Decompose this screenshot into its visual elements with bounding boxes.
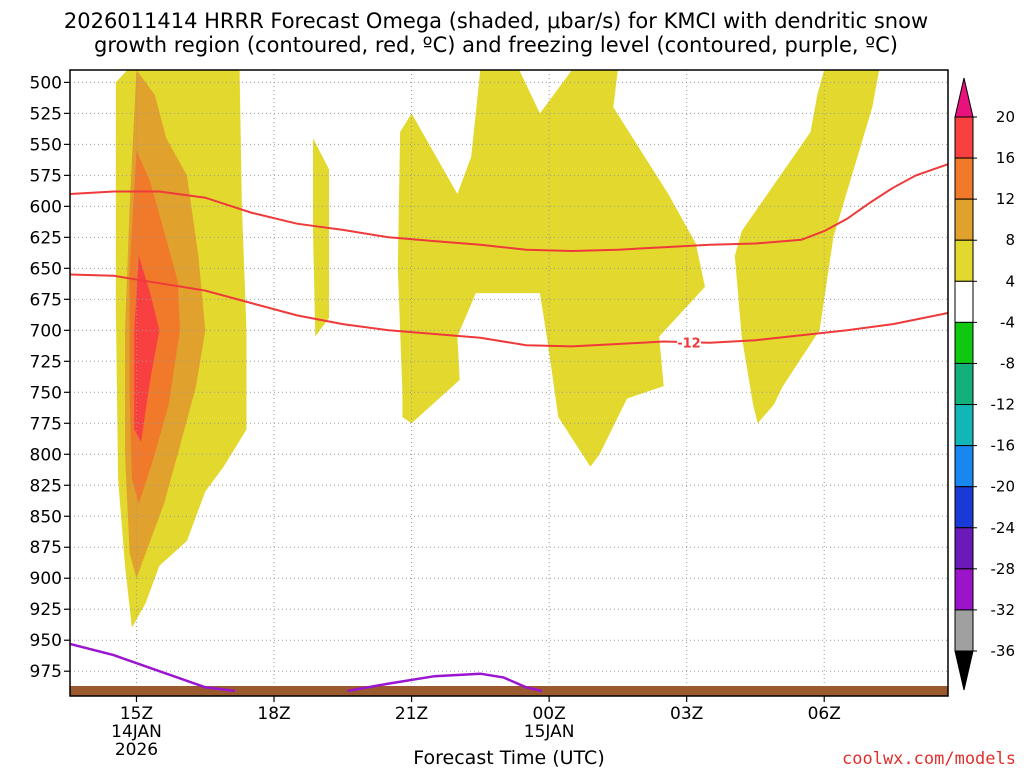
colorbar-swatch [954, 486, 974, 529]
credit-text: coolwx.com/models [842, 749, 1016, 768]
y-axis-pressure: 500 525 550 575 600 625 650 675 700 725 750 775 800 8… [30, 73, 70, 682]
y-tick-label: 850 [30, 507, 62, 527]
colorbar-label: -32 [991, 601, 1016, 619]
colorbar-swatch [954, 116, 974, 159]
plot-frame [69, 69, 949, 697]
colorbar-label: 16 [996, 149, 1015, 167]
contour-label: -12 [677, 337, 701, 352]
y-tick-label: 525 [30, 104, 62, 124]
colorbar-label: -20 [991, 478, 1016, 496]
colorbar-label: -12 [991, 396, 1016, 414]
x-tick-label: 21Z [395, 704, 428, 724]
dgz-contour-1 [69, 273, 949, 348]
colorbar-swatch [954, 239, 974, 282]
dgz-contour-0 [69, 163, 949, 253]
chart-title-line2: growth region (contoured, red, ºC) and f… [94, 33, 898, 57]
x-tick-label: 00Z [532, 704, 565, 724]
x-tick-label: 03Z [670, 704, 703, 724]
plot-area: -12 [69, 69, 949, 697]
x-tick-label: 06Z [808, 704, 841, 724]
colorbar-swatch [954, 280, 974, 323]
colorbar-bottom-arrow [954, 650, 974, 691]
colorbar-swatch [954, 568, 974, 611]
colorbar-swatch [954, 609, 974, 652]
colorbar: 20 16 12 8 4 -4 -8 -12 -16 -20 -24 -28 -32 -36 [954, 77, 1016, 691]
y-tick-label: 500 [30, 73, 62, 93]
colorbar-top-arrow [954, 77, 974, 118]
y-tick-label: 975 [30, 662, 62, 682]
y-tick-label: 700 [30, 321, 62, 341]
x-tick-date: 15JAN [524, 722, 575, 742]
y-tick-label: 575 [30, 166, 62, 186]
y-tick-label: 650 [30, 259, 62, 279]
y-tick-label: 925 [30, 600, 62, 620]
omega-region-16-6 [134, 255, 160, 442]
contours: -12 [69, 163, 949, 693]
colorbar-label: 8 [1005, 231, 1015, 249]
colorbar-label: 12 [996, 190, 1015, 208]
chart-title-line1: 2026011414 HRRR Forecast Omega (shaded, … [64, 9, 928, 33]
omega-region-4-1 [313, 138, 329, 337]
colorbar-label: 20 [996, 108, 1015, 126]
colorbar-label: -36 [991, 642, 1016, 660]
omega-shading [115, 70, 880, 628]
colorbar-swatch [954, 445, 974, 488]
colorbar-label: -4 [1000, 313, 1015, 331]
x-tick-date: 14JAN [111, 722, 162, 742]
y-tick-label: 600 [30, 197, 62, 217]
contour-label-bg [676, 334, 701, 351]
colorbar-label: -16 [991, 437, 1016, 455]
y-tick-label: 750 [30, 383, 62, 403]
y-tick-label: 825 [30, 476, 62, 496]
omega-region-4-2 [397, 70, 705, 467]
colorbar-label: -24 [991, 519, 1016, 537]
x-tick-label: 15Z [120, 704, 153, 724]
y-tick-label: 675 [30, 290, 62, 310]
colorbar-label: -28 [991, 560, 1016, 578]
terrain-fill [70, 686, 948, 696]
colorbar-swatch [954, 157, 974, 200]
y-tick-label: 800 [30, 445, 62, 465]
freezing-level-contour-1 [347, 672, 543, 693]
y-tick-label: 625 [30, 228, 62, 248]
omega-region-4-3 [734, 70, 880, 424]
y-tick-label: 950 [30, 631, 62, 651]
y-tick-label: 725 [30, 352, 62, 372]
x-axis-label: Forecast Time (UTC) [413, 747, 604, 768]
colorbar-swatch [954, 404, 974, 447]
freezing-level-contour-0 [69, 642, 236, 693]
x-tick-year: 2026 [115, 740, 158, 760]
colorbar-swatch [954, 198, 974, 241]
y-tick-label: 900 [30, 569, 62, 589]
colorbar-label: -8 [1000, 354, 1015, 372]
colorbar-swatch [954, 321, 974, 364]
colorbar-label: 4 [1005, 272, 1015, 290]
y-tick-label: 550 [30, 135, 62, 155]
y-tick-label: 875 [30, 538, 62, 558]
colorbar-swatch [954, 527, 974, 570]
colorbar-swatch [954, 362, 974, 406]
x-tick-label: 18Z [257, 704, 290, 724]
grid-lines [70, 70, 948, 696]
y-tick-label: 775 [30, 414, 62, 434]
